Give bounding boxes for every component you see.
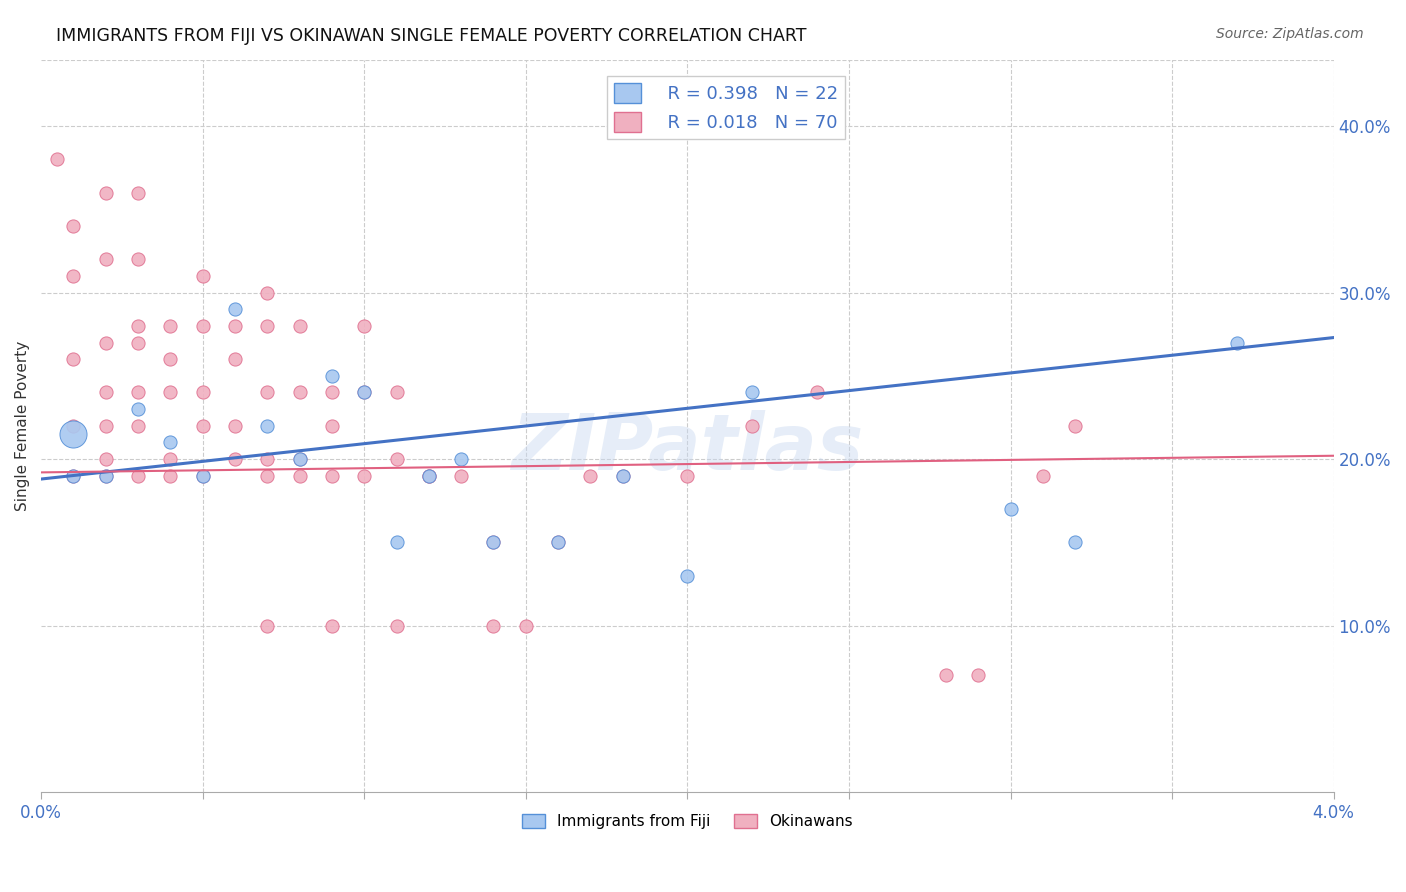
Point (256, 318, 278, 333)
Point (191, 468, 214, 483)
Point (94, 468, 117, 483)
Point (127, 318, 149, 333)
Point (62, 352, 84, 367)
Point (127, 335, 149, 350)
Point (159, 452, 181, 467)
Point (224, 302, 246, 317)
Point (62, 418, 84, 433)
Point (224, 418, 246, 433)
Point (353, 468, 375, 483)
Text: ZIPatlas: ZIPatlas (512, 409, 863, 486)
Text: Source: ZipAtlas.com: Source: ZipAtlas.com (1216, 27, 1364, 41)
Point (288, 452, 311, 467)
Point (741, 385, 763, 400)
Point (159, 385, 181, 400)
Point (191, 318, 214, 333)
Point (127, 252, 149, 267)
Point (127, 186, 149, 200)
Point (321, 618, 343, 632)
Point (385, 385, 408, 400)
Point (418, 468, 440, 483)
Point (62, 219, 84, 233)
Point (806, 385, 828, 400)
Point (450, 468, 472, 483)
Point (547, 535, 569, 549)
Point (418, 468, 440, 483)
Point (256, 618, 278, 632)
Point (1032, 468, 1054, 483)
Point (94, 452, 117, 467)
Point (1064, 535, 1087, 549)
Point (224, 452, 246, 467)
Point (191, 268, 214, 283)
Point (127, 468, 149, 483)
Y-axis label: Single Female Poverty: Single Female Poverty (15, 341, 30, 511)
Point (418, 468, 440, 483)
Point (159, 468, 181, 483)
Point (321, 368, 343, 383)
Point (224, 318, 246, 333)
Point (127, 402, 149, 417)
Legend: Immigrants from Fiji, Okinawans: Immigrants from Fiji, Okinawans (516, 808, 859, 836)
Point (256, 452, 278, 467)
Point (482, 618, 505, 632)
Point (579, 468, 602, 483)
Point (94, 385, 117, 400)
Point (288, 318, 311, 333)
Point (127, 385, 149, 400)
Point (1064, 418, 1087, 433)
Point (62, 427, 84, 442)
Point (676, 568, 699, 582)
Point (385, 535, 408, 549)
Point (321, 385, 343, 400)
Point (159, 352, 181, 367)
Point (127, 418, 149, 433)
Point (967, 668, 990, 682)
Point (676, 468, 699, 483)
Point (256, 385, 278, 400)
Point (288, 385, 311, 400)
Point (482, 535, 505, 549)
Point (321, 468, 343, 483)
Point (191, 418, 214, 433)
Point (515, 618, 537, 632)
Point (321, 418, 343, 433)
Point (46, 153, 69, 167)
Point (94, 186, 117, 200)
Point (612, 468, 634, 483)
Point (256, 468, 278, 483)
Point (62, 468, 84, 483)
Text: IMMIGRANTS FROM FIJI VS OKINAWAN SINGLE FEMALE POVERTY CORRELATION CHART: IMMIGRANTS FROM FIJI VS OKINAWAN SINGLE … (56, 27, 807, 45)
Point (612, 468, 634, 483)
Point (256, 418, 278, 433)
Point (547, 535, 569, 549)
Point (1000, 502, 1022, 516)
Point (353, 385, 375, 400)
Point (935, 668, 957, 682)
Point (94, 252, 117, 267)
Point (94, 468, 117, 483)
Point (159, 435, 181, 450)
Point (353, 318, 375, 333)
Point (94, 335, 117, 350)
Point (191, 468, 214, 483)
Point (385, 618, 408, 632)
Point (159, 318, 181, 333)
Point (1226, 335, 1249, 350)
Point (191, 385, 214, 400)
Point (62, 468, 84, 483)
Point (94, 418, 117, 433)
Point (385, 452, 408, 467)
Point (288, 468, 311, 483)
Point (224, 352, 246, 367)
Point (62, 268, 84, 283)
Point (288, 452, 311, 467)
Point (353, 385, 375, 400)
Point (256, 285, 278, 300)
Point (482, 535, 505, 549)
Point (450, 452, 472, 467)
Point (741, 418, 763, 433)
